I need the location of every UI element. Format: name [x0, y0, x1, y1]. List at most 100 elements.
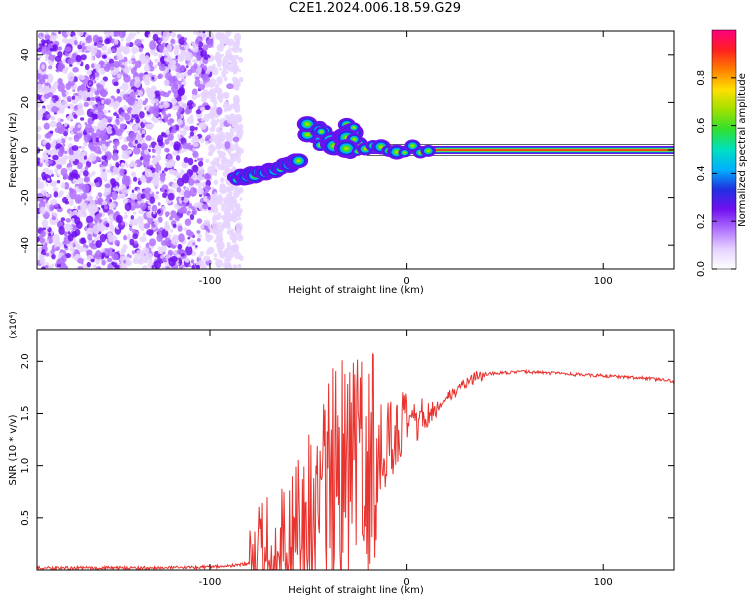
noise-speckle — [173, 105, 179, 110]
noise-speckle — [61, 37, 69, 44]
noise-speckle — [163, 92, 170, 98]
noise-speckle — [85, 245, 89, 249]
noise-speckle — [67, 233, 74, 242]
noise-speckle — [80, 117, 85, 121]
steady-signal-line — [367, 149, 674, 151]
noise-speckle — [159, 104, 164, 109]
noise-speckle — [239, 197, 243, 201]
noise-speckle — [219, 177, 225, 183]
noise-speckle — [112, 234, 116, 238]
noise-speckle — [174, 215, 181, 221]
noise-speckle — [138, 46, 143, 53]
noise-speckle — [192, 142, 199, 148]
noise-speckle — [46, 239, 49, 244]
noise-speckle — [225, 259, 229, 263]
noise-speckle — [111, 48, 116, 53]
noise-speckle — [61, 89, 67, 97]
noise-speckle — [73, 54, 76, 58]
noise-speckle — [216, 143, 223, 149]
noise-speckle — [234, 118, 239, 122]
noise-speckle — [181, 68, 185, 72]
noise-speckle — [123, 171, 127, 175]
noise-speckle — [84, 165, 89, 171]
noise-speckle — [44, 43, 48, 46]
noise-speckle — [204, 104, 211, 111]
noise-speckle — [153, 98, 159, 103]
noise-speckle — [236, 147, 242, 153]
noise-speckle — [60, 182, 66, 189]
noise-speckle — [41, 46, 49, 53]
noise-speckle — [43, 122, 50, 130]
noise-speckle — [132, 218, 139, 226]
noise-speckle — [192, 150, 199, 158]
noise-speckle — [38, 181, 45, 190]
noise-speckle — [41, 64, 45, 70]
noise-speckle — [80, 54, 87, 61]
noise-speckle — [202, 31, 206, 34]
noise-speckle — [221, 164, 229, 171]
noise-speckle — [164, 138, 170, 145]
noise-speckle — [139, 236, 147, 243]
noise-speckle — [149, 196, 156, 204]
noise-speckle — [109, 224, 115, 233]
noise-speckle — [147, 261, 153, 268]
noise-speckle — [231, 168, 234, 172]
noise-speckle — [90, 77, 94, 82]
noise-speckle — [69, 246, 75, 252]
noise-speckle — [83, 203, 87, 207]
noise-speckle — [164, 116, 169, 123]
y-tick-label: -20 — [20, 189, 31, 205]
noise-speckle — [196, 54, 202, 61]
noise-speckle — [89, 210, 95, 216]
noise-speckle — [233, 32, 242, 42]
noise-speckle — [207, 151, 213, 157]
noise-speckle — [76, 162, 83, 170]
colorbar-tick-label: 0.0 — [696, 261, 707, 277]
noise-speckle — [140, 142, 148, 151]
noise-speckle — [121, 144, 128, 151]
noise-speckle — [136, 189, 141, 193]
noise-speckle — [185, 257, 190, 263]
noise-speckle — [224, 35, 229, 40]
noise-speckle — [152, 210, 156, 215]
noise-speckle — [69, 63, 73, 67]
noise-speckle — [81, 111, 85, 115]
noise-speckle — [123, 46, 131, 54]
noise-speckle — [120, 221, 125, 226]
noise-speckle — [226, 115, 235, 125]
colorbar-tick-label: 0.6 — [696, 118, 707, 134]
noise-speckle — [90, 45, 98, 55]
noise-speckle — [85, 160, 92, 168]
noise-speckle — [72, 66, 79, 73]
noise-speckle — [98, 218, 103, 223]
noise-speckle — [120, 64, 126, 69]
noise-speckle — [62, 143, 66, 147]
noise-speckle — [52, 44, 58, 52]
noise-speckle — [37, 72, 41, 80]
noise-speckle — [210, 145, 216, 152]
snr-multiplier: (x10⁴) — [9, 311, 19, 338]
noise-speckle — [56, 148, 60, 153]
noise-speckle — [218, 67, 223, 71]
noise-speckle — [218, 250, 226, 258]
noise-speckle — [135, 117, 140, 124]
noise-speckle — [39, 255, 44, 260]
noise-speckle — [179, 206, 188, 214]
noise-speckle — [87, 233, 93, 241]
noise-speckle — [74, 209, 78, 213]
noise-speckle — [155, 154, 162, 162]
noise-speckle — [111, 253, 119, 261]
noise-speckle — [210, 107, 215, 111]
noise-speckle — [214, 52, 223, 62]
noise-speckle — [134, 199, 138, 203]
noise-speckle — [90, 132, 98, 139]
noise-speckle — [177, 87, 185, 96]
signal-blob — [305, 122, 310, 126]
noise-speckle — [37, 47, 43, 53]
noise-speckle — [228, 245, 234, 251]
x-tick-label: 100 — [594, 276, 613, 287]
noise-speckle — [236, 234, 244, 242]
noise-speckle — [103, 64, 106, 67]
noise-speckle — [108, 202, 116, 209]
noise-speckle — [205, 158, 210, 163]
